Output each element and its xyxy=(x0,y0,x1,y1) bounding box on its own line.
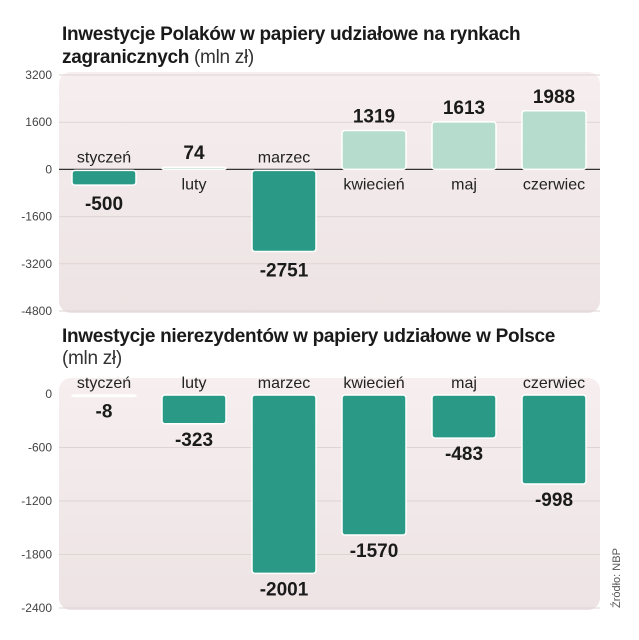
y-tick-label: -3200 xyxy=(21,257,52,271)
bar xyxy=(71,394,137,398)
data-label: -8 xyxy=(96,402,113,423)
bar xyxy=(341,129,407,171)
y-tick-label: 0 xyxy=(45,387,52,401)
plot-area xyxy=(59,72,600,313)
data-label: 1988 xyxy=(533,87,575,108)
bar xyxy=(71,169,137,186)
category-label: luty xyxy=(182,176,207,193)
y-tick-label: -1600 xyxy=(21,210,52,224)
bar xyxy=(431,394,497,439)
data-label: -2001 xyxy=(260,579,309,600)
y-tick-label: -2400 xyxy=(21,601,52,615)
y-tick-label: -1200 xyxy=(21,494,52,508)
bar xyxy=(521,394,587,485)
category-label: styczeń xyxy=(77,149,131,166)
chart1: 3200 1600 0 -1600 -3200 -4800 styczeń -500 luty 7… xyxy=(21,68,600,318)
bar xyxy=(431,121,497,171)
category-label: styczeń xyxy=(77,375,131,392)
category-label: luty xyxy=(182,375,207,392)
chart2: 0 -600 -1200 -1800 -2400 styczeń -8 luty -323 mar… xyxy=(21,375,600,615)
data-label: -323 xyxy=(175,430,213,451)
data-label: -1570 xyxy=(350,541,399,562)
y-tick-label: 3200 xyxy=(25,68,52,82)
bar xyxy=(161,394,227,425)
source-note: Źródło: NBP xyxy=(610,548,623,608)
plot-area xyxy=(59,378,600,610)
data-label: -2751 xyxy=(260,261,309,282)
data-label: 1319 xyxy=(353,106,395,127)
category-label: czerwiec xyxy=(523,375,585,392)
category-label: kwiecień xyxy=(343,375,404,392)
bar xyxy=(161,166,227,171)
data-label: -483 xyxy=(445,444,483,465)
data-label: 1613 xyxy=(443,98,485,119)
chart2-title: Inwestycje nierezydentów w papiery udzia… xyxy=(62,326,555,347)
bar xyxy=(251,169,317,253)
category-label: marzec xyxy=(258,375,310,392)
category-label: czerwiec xyxy=(523,176,585,193)
bar xyxy=(251,394,317,575)
data-label: -500 xyxy=(85,194,123,215)
y-tick-label: -4800 xyxy=(21,304,52,318)
chart2-unit: (mln zł) xyxy=(62,348,122,369)
bar xyxy=(341,394,407,536)
y-tick-label: 0 xyxy=(45,162,52,176)
y-tick-label: -1800 xyxy=(21,548,52,562)
category-label: kwiecień xyxy=(343,176,404,193)
category-label: maj xyxy=(451,375,477,392)
category-label: marzec xyxy=(258,149,310,166)
y-tick-label: 1600 xyxy=(25,115,52,129)
data-label: 74 xyxy=(183,143,205,164)
chart1-title: Inwestycje Polaków w papiery udziałowe n… xyxy=(62,24,520,45)
category-label: maj xyxy=(451,176,477,193)
chart1-title-line2: zagranicznych (mln zł) xyxy=(62,47,254,68)
data-label: -998 xyxy=(535,490,573,511)
bar xyxy=(521,110,587,171)
y-tick-label: -600 xyxy=(28,441,52,455)
